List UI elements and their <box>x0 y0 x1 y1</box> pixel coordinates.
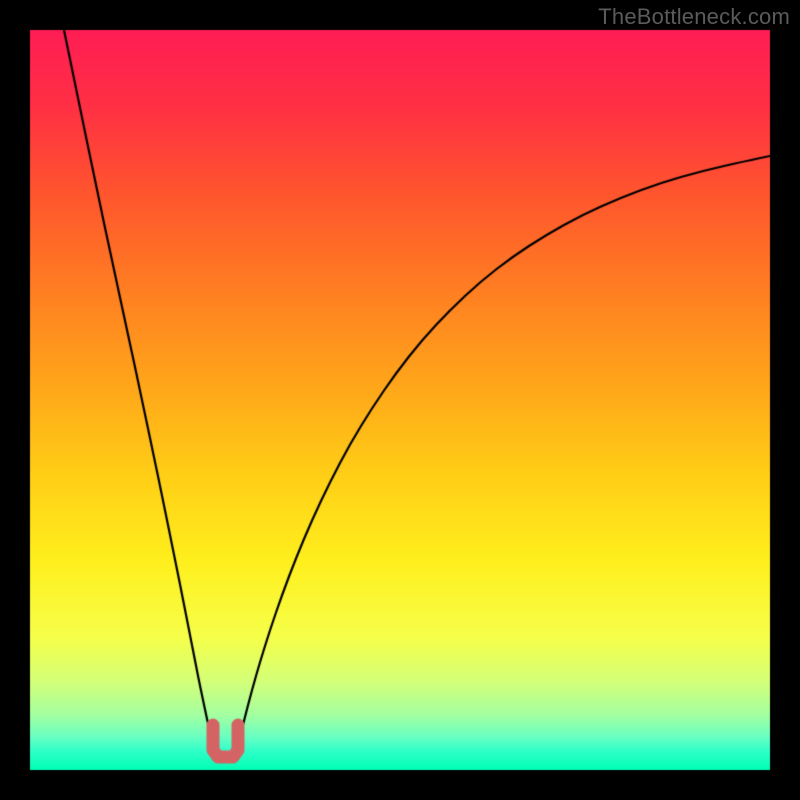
bottleneck-chart-canvas <box>0 0 800 800</box>
watermark-text: TheBottleneck.com <box>598 4 790 30</box>
chart-container: TheBottleneck.com <box>0 0 800 800</box>
